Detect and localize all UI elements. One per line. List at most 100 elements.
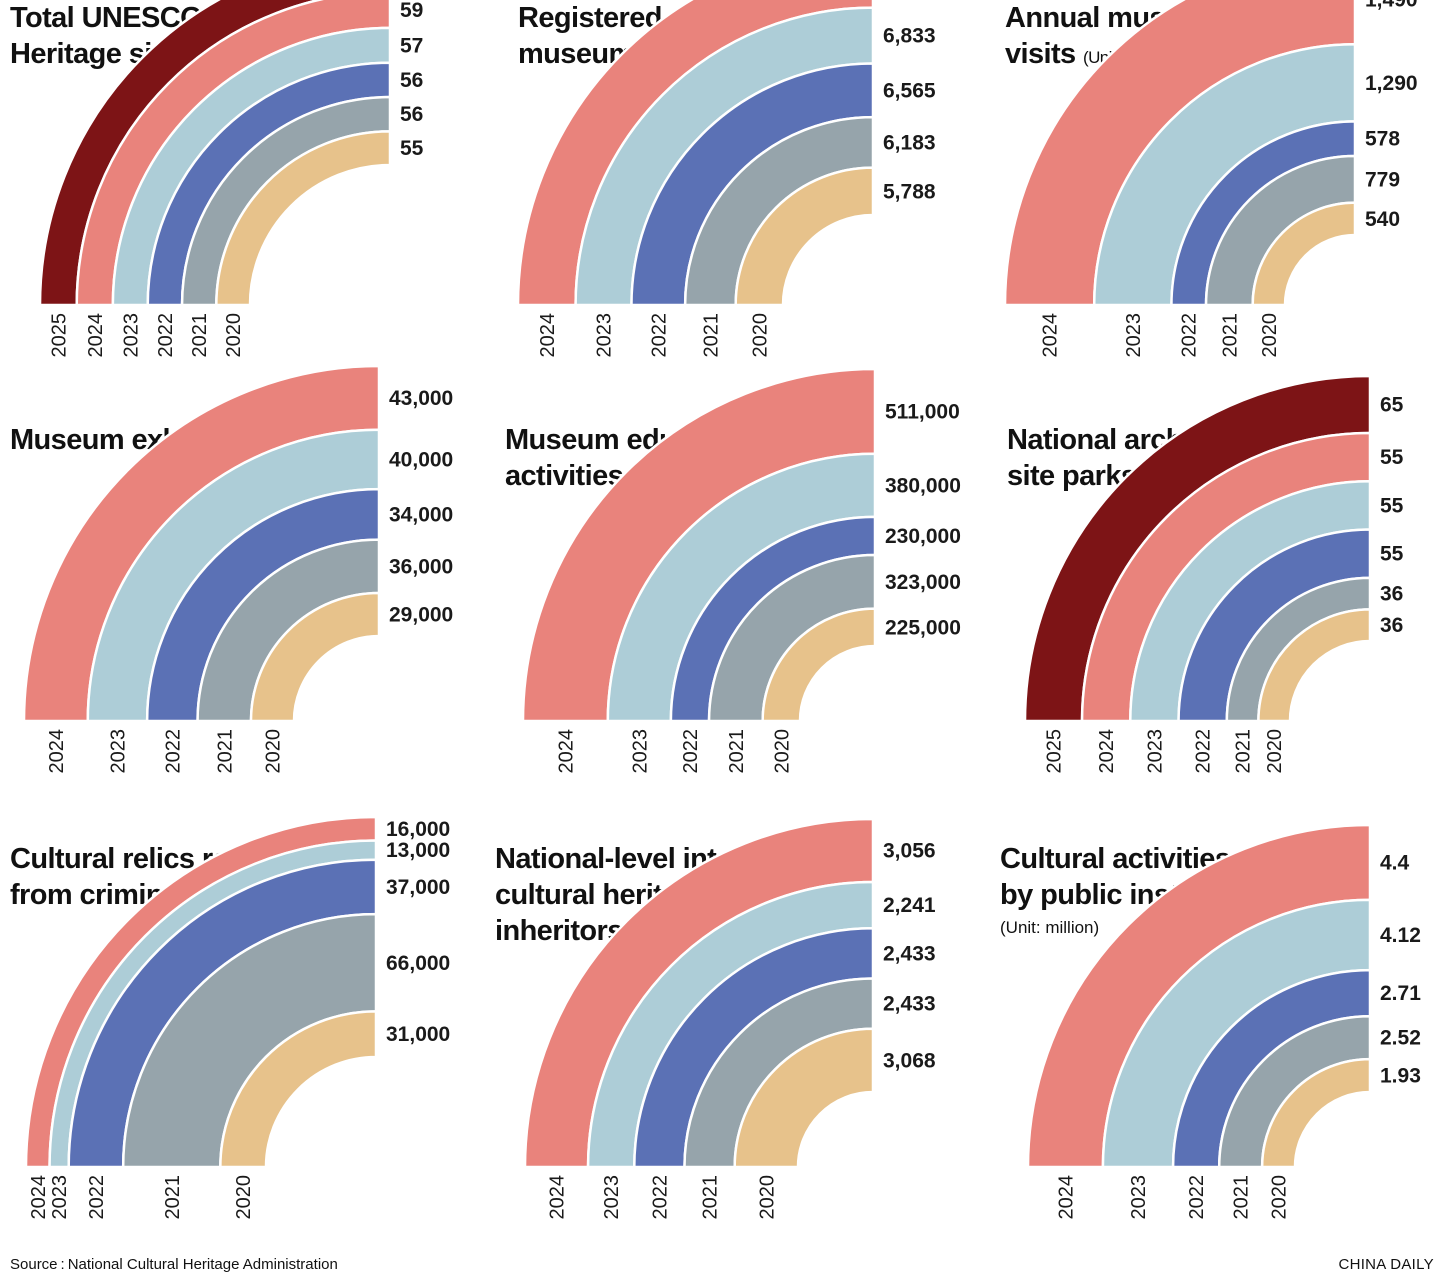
panel-6-year-2020: 2020 [1264,729,1286,774]
panel-6-year-2023: 2023 [1144,729,1166,774]
panel-5-chart: 511,000 2024 380,000 2023 230,000 2022 323,000… [521,367,961,774]
panel-4-value-2021: 36,000 [389,555,453,578]
panel-6-year-2024: 2024 [1096,729,1118,774]
panel-9-unit: (Unit: million) [1000,918,1100,937]
panel-5-value-2022: 230,000 [885,525,961,548]
panel-9-year-2021: 2021 [1231,1175,1253,1220]
panel-4-value-2023: 40,000 [389,448,453,471]
source-note: Source : National Cultural Heritage Admi… [10,1256,338,1273]
panel-1-value-2023: 57 [400,34,423,57]
panel-3-value-2020: 540 [1365,208,1400,231]
panel-5-year-2021: 2021 [726,729,748,774]
panel-4-value-2024: 43,000 [389,387,453,410]
panel-7-year-2021: 2021 [162,1175,184,1220]
panel-9-year-2023: 2023 [1128,1175,1150,1220]
panel-5-year-2023: 2023 [629,729,651,774]
panel-1-year-2021: 2021 [189,313,211,358]
panel-8-year-2021: 2021 [700,1175,722,1220]
panel-1-value-2024: 59 [400,0,423,22]
panel-3-year-2022: 2022 [1179,313,1201,358]
panel-2-year-2021: 2021 [700,313,722,358]
panel-3-year-2021: 2021 [1219,313,1241,358]
panel-1-value-2020: 55 [400,137,424,160]
panel-7-value-2022: 37,000 [386,876,450,899]
panel-7-value-2020: 31,000 [386,1023,450,1046]
panel-8-value-2020: 3,068 [883,1049,936,1072]
panel-2-title-line-1: Registered [518,2,662,34]
panel-4-year-2022: 2022 [162,729,184,774]
panel-6-value-2023: 55 [1380,494,1404,517]
panel-9-value-2022: 2.71 [1380,982,1421,1005]
panel-8-year-2020: 2020 [756,1175,778,1220]
panel-5-value-2023: 380,000 [885,474,961,497]
panel-4-year-2021: 2021 [214,729,236,774]
panel-1-year-2022: 2022 [155,313,177,358]
panel-2-year-2023: 2023 [594,313,616,358]
panel-4-year-2020: 2020 [262,729,284,774]
panel-2-value-2023: 6,833 [883,25,936,48]
panel-4-year-2024: 2024 [46,729,68,774]
panel-3-value-2021: 779 [1365,168,1400,191]
panel-2-year-2024: 2024 [537,313,559,358]
panel-2-chart: 7,04620246,83320236,56520226,18320215,78… [516,0,936,358]
panel-9-year-2022: 2022 [1186,1175,1208,1220]
panel-1-year-2023: 2023 [120,313,142,358]
panel-3-value-2022: 578 [1365,128,1400,151]
panel-7-year-2022: 2022 [86,1175,108,1220]
panel-8-year-2024: 2024 [547,1175,569,1220]
panel-5-title-line-2: activities [505,460,624,492]
panel-2-band-2020 [734,166,875,307]
panel-5-value-2024: 511,000 [885,400,960,423]
panel-6-value-2020: 36 [1380,614,1403,637]
panel-6-value-2025: 65 [1380,394,1404,417]
panel-9-year-2020: 2020 [1269,1175,1291,1220]
panel-4-band-2020 [249,591,381,723]
panel-7-year-2023: 2023 [49,1175,71,1220]
panel-3-chart: 1,490 2024 1,290 2023 578 2022 779 2021 540 2020 [1003,0,1418,358]
panel-6-value-2022: 55 [1380,543,1404,566]
panel-1-band-2020 [215,130,392,307]
panel-1-year-2024: 2024 [85,313,107,358]
panel-5-year-2020: 2020 [771,729,793,774]
panel-2-value-2022: 6,565 [883,79,936,102]
panel-8-value-2024: 3,056 [883,840,936,863]
panel-9-value-2024: 4.4 [1380,851,1410,874]
panel-4-value-2022: 34,000 [389,503,453,526]
panel-9-chart: 4.4 2024 4.12 2023 2.71 2022 2.52 2021 1.93 2020 [1026,823,1421,1220]
panel-1-value-2022: 56 [400,69,423,92]
panel-3-value-2024: 1,490 [1365,0,1418,12]
panel-3-year-2020: 2020 [1259,313,1281,358]
panel-8-value-2021: 2,433 [883,993,936,1016]
panel-3-year-2023: 2023 [1123,313,1145,358]
panel-6-year-2021: 2021 [1233,729,1255,774]
panel-7-value-2024: 16,000 [386,818,450,841]
panel-4-value-2020: 29,000 [389,603,453,626]
panel-5-year-2024: 2024 [555,729,577,774]
panel-5-year-2022: 2022 [680,729,702,774]
panel-5-value-2021: 323,000 [885,571,961,594]
panel-7-value-2021: 66,000 [386,952,450,975]
panel-4-chart: 43,000 2024 40,000 2023 34,000 2022 36,000 2021… [22,364,453,774]
panel-8-chart: 3,056 2024 2,241 2023 2,433 2022 2,433 2021 3,06… [523,817,936,1220]
panel-7-chart: 16,000 2024 13,000 2023 37,000 2022 66,000 2021… [24,815,450,1220]
panel-9-value-2023: 4.12 [1380,924,1421,947]
panel-6-band-2020 [1257,608,1372,723]
panel-7-value-2023: 13,000 [386,839,450,862]
panel-9-year-2024: 2024 [1055,1175,1077,1220]
panel-1-value-2021: 56 [400,103,423,126]
panel-7-band-2020 [219,1010,378,1169]
panel-3-band-2020 [1251,201,1357,307]
panel-2-value-2020: 5,788 [883,180,936,203]
panel-6-year-2025: 2025 [1044,729,1066,774]
panel-5-band-2020 [761,607,877,723]
panel-8-band-2020 [733,1027,875,1169]
panel-5-value-2020: 225,000 [885,616,961,639]
panel-9-value-2020: 1.93 [1380,1065,1421,1088]
panel-4-year-2023: 2023 [107,729,129,774]
panel-7-year-2024: 2024 [28,1175,50,1220]
panel-8-year-2023: 2023 [601,1175,623,1220]
panel-8-year-2022: 2022 [649,1175,671,1220]
brand-credit: CHINA DAILY [1338,1256,1434,1273]
panel-6-value-2021: 36 [1380,583,1403,606]
panel-3-value-2023: 1,290 [1365,72,1418,95]
